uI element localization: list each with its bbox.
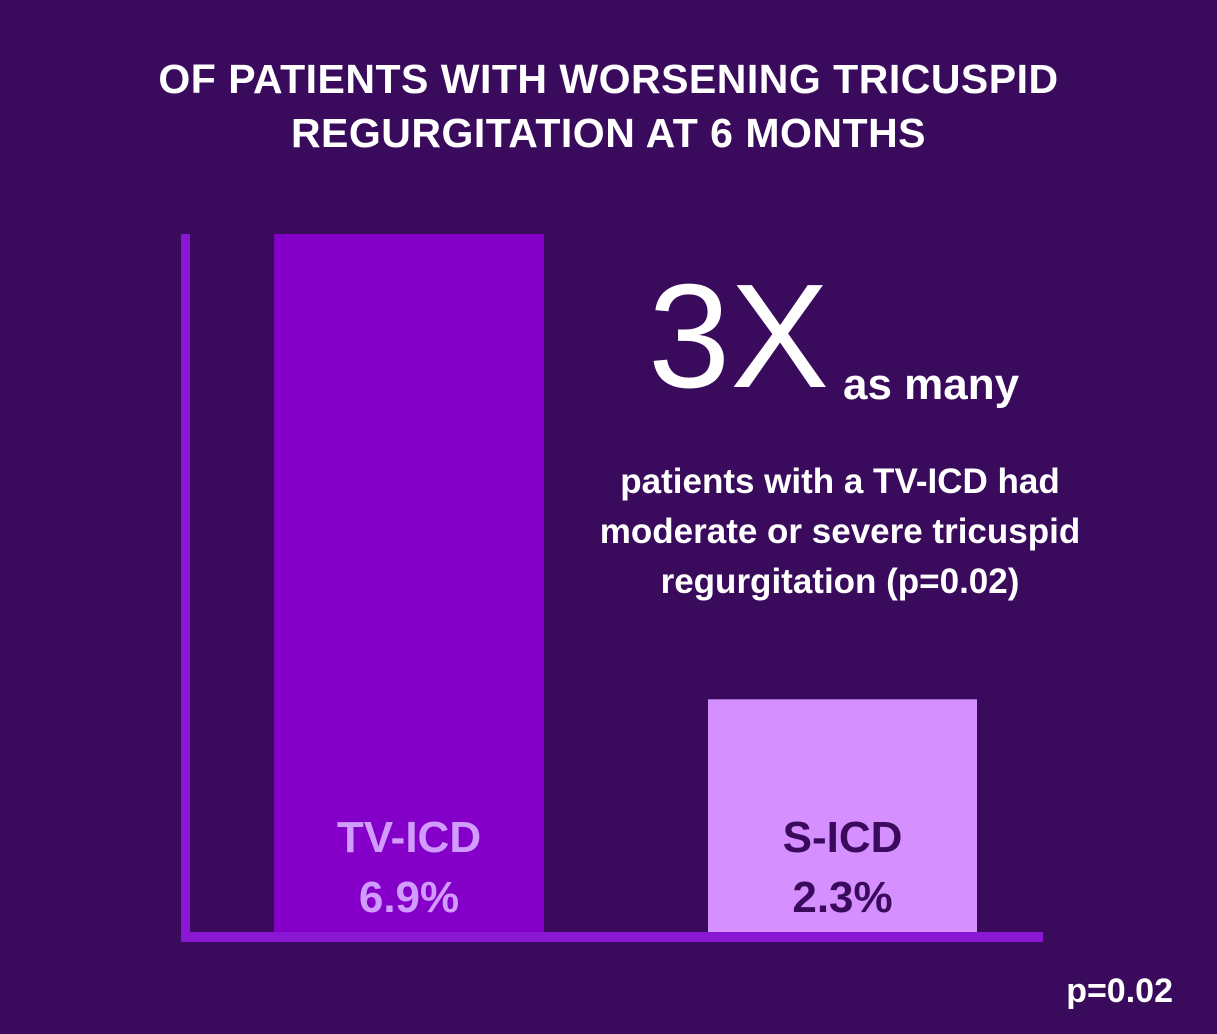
y-axis-line bbox=[181, 234, 190, 942]
x-axis-line bbox=[181, 932, 1043, 942]
multiplier-suffix: as many bbox=[843, 360, 1020, 409]
callout-line-3: regurgitation (p=0.02) bbox=[660, 562, 1020, 601]
category-label: S-ICD bbox=[783, 813, 903, 862]
value-label: 6.9% bbox=[359, 873, 459, 922]
p-value-footnote: p=0.02 bbox=[1066, 972, 1173, 1010]
chart-title: OF PATIENTS WITH WORSENING TRICUSPID REG… bbox=[0, 52, 1217, 160]
callout-line-2: moderate or severe tricuspid bbox=[599, 512, 1081, 551]
callout-line-1: patients with a TV-ICD had bbox=[620, 462, 1060, 501]
chart-title-line-1: OF PATIENTS WITH WORSENING TRICUSPID bbox=[158, 56, 1059, 102]
multiplier-value: 3X bbox=[648, 254, 830, 419]
bar-tv-icd bbox=[274, 234, 544, 932]
chart-title-line-2: REGURGITATION AT 6 MONTHS bbox=[290, 110, 927, 156]
callout-text: patients with a TV-ICD had moderate or s… bbox=[560, 457, 1120, 607]
bar-s-icd bbox=[708, 699, 977, 932]
category-label: TV-ICD bbox=[337, 813, 481, 862]
value-label: 2.3% bbox=[792, 873, 892, 922]
bars-group: TV-ICD 6.9% S-ICD 2.3% bbox=[274, 234, 977, 932]
